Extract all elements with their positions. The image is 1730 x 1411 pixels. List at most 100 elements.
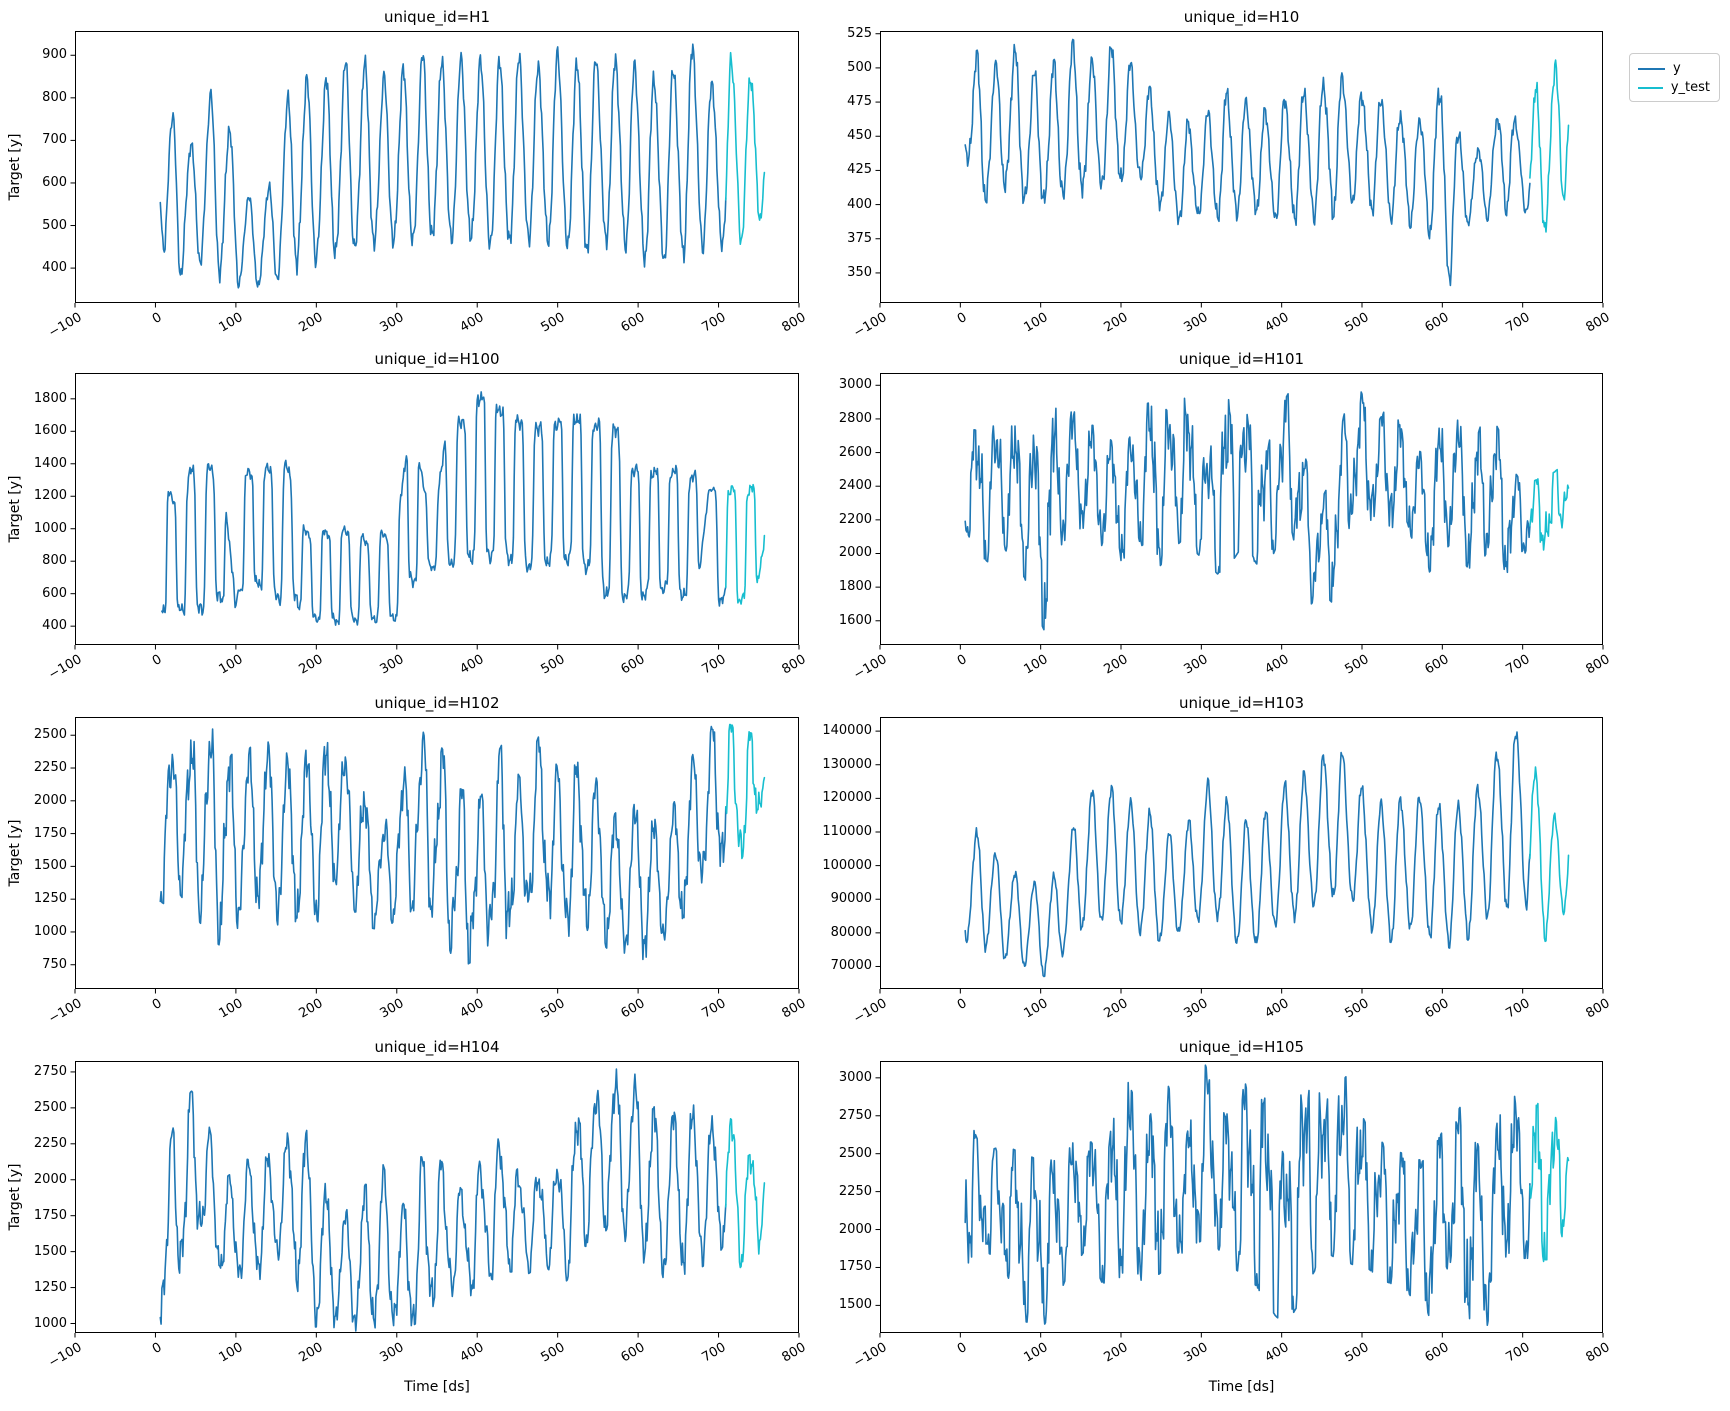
axes-h105 [875,1061,1604,1338]
y-tick-label: 600 [42,585,67,601]
axes-box [75,31,799,303]
y-tick-label: 120000 [822,790,872,806]
y-tick-label: 2000 [838,1221,872,1237]
y-tick-label: 1400 [33,455,67,471]
series-line-y_test [1529,59,1570,233]
y-tick-label: 1000 [33,520,67,536]
x-axis-label: Time [ds] [1208,1379,1275,1395]
axes-h101 [875,373,1604,650]
subplot-title-h100: unique_id=H100 [374,350,500,368]
y-tick-label: 2000 [838,545,872,561]
y-tick-label: 1250 [33,891,67,907]
y-axis-label: Target [y] [7,1163,23,1231]
subplot-title-h102: unique_id=H102 [374,694,500,712]
y-tick-label: 1800 [33,390,67,406]
y-tick-label: 90000 [830,891,872,907]
y-tick-label: 1750 [838,1259,872,1275]
y-tick-label: 375 [847,230,872,246]
y-tick-label: 140000 [822,723,872,739]
axes-box [880,1061,1603,1333]
y-tick-label: 1500 [33,858,67,874]
y-tick-label: 1600 [33,423,67,439]
y-tick-label: 1250 [33,1279,67,1295]
y-tick-label: 400 [847,196,872,212]
subplot-title-h10: unique_id=H10 [1183,8,1300,26]
y-tick-label: 800 [42,89,67,105]
y-axis-label: Target [y] [7,133,23,201]
series-line-y_test [1529,1102,1570,1263]
y-tick-label: 2500 [33,1099,67,1115]
legend-line-swatch-y [1638,67,1665,70]
x-axis-label: Time [ds] [404,1379,470,1395]
y-tick-label: 100000 [822,857,872,873]
y-tick-label: 500 [42,217,67,233]
series-line-y_test [725,51,766,245]
y-tick-label: 1200 [33,488,67,504]
axes-box [880,717,1603,989]
y-tick-label: 800 [42,553,67,569]
y-tick-label: 1000 [33,1315,67,1331]
y-tick-label: 475 [847,94,872,110]
axes-h103 [875,717,1604,994]
axes-box [880,373,1603,645]
y-tick-label: 400 [42,260,67,276]
y-tick-label: 3000 [838,1069,872,1085]
y-tick-label: 2750 [838,1107,872,1123]
y-tick-label: 2800 [838,410,872,426]
legend-label: y_test [1670,80,1710,95]
y-tick-label: 2750 [33,1063,67,1079]
series-line-y_test [1529,468,1570,551]
subplot-title-h1: unique_id=H1 [383,8,491,26]
series-line-y_test [725,723,766,860]
y-tick-label: 1600 [838,612,872,628]
y-tick-label: 80000 [830,924,872,940]
series-line-y [964,1064,1531,1326]
y-tick-label: 2200 [838,511,872,527]
y-tick-label: 1000 [33,923,67,939]
legend-line-swatch-y-test [1638,86,1663,89]
legend-entry-y-test: y_test [1638,80,1710,95]
axes-h10 [875,31,1604,308]
axes-box [880,31,1603,303]
y-tick-label: 1500 [838,1297,872,1313]
y-tick-label: 110000 [822,823,872,839]
legend-entry-y: y [1638,61,1710,76]
y-tick-label: 1500 [33,1243,67,1259]
y-tick-label: 600 [42,174,67,190]
series-line-y_test [1529,766,1570,943]
series-line-y [964,731,1531,978]
y-tick-label: 2600 [838,444,872,460]
axes-h104 [70,1061,800,1338]
y-tick-label: 450 [847,128,872,144]
y-tick-label: 350 [847,264,872,280]
y-tick-label: 1800 [838,579,872,595]
legend-label: y [1673,61,1681,76]
y-tick-label: 1750 [33,1207,67,1223]
series-line-y_test [725,483,766,605]
axes-h102 [70,717,800,994]
series-line-y_test [725,1118,766,1269]
y-tick-label: 70000 [830,958,872,974]
y-tick-label: 400 [42,618,67,634]
y-tick-label: 3000 [838,377,872,393]
y-tick-label: 500 [847,59,872,75]
y-tick-label: 900 [42,47,67,63]
subplot-title-h101: unique_id=H101 [1178,350,1305,368]
subplot-title-h105: unique_id=H105 [1178,1038,1305,1056]
y-tick-label: 2000 [33,1171,67,1187]
y-tick-label: 525 [847,25,872,41]
axes-h1 [70,31,800,308]
series-line-y [964,38,1531,287]
y-tick-label: 2400 [838,478,872,494]
y-tick-label: 425 [847,162,872,178]
y-tick-label: 130000 [822,756,872,772]
y-tick-label: 2250 [33,760,67,776]
axes-box [75,373,799,645]
axes-h100 [70,373,800,650]
y-axis-label: Target [y] [7,819,23,887]
y-tick-label: 1750 [33,825,67,841]
axes-box [75,717,799,989]
y-tick-label: 2500 [33,727,67,743]
subplot-title-h103: unique_id=H103 [1178,694,1305,712]
